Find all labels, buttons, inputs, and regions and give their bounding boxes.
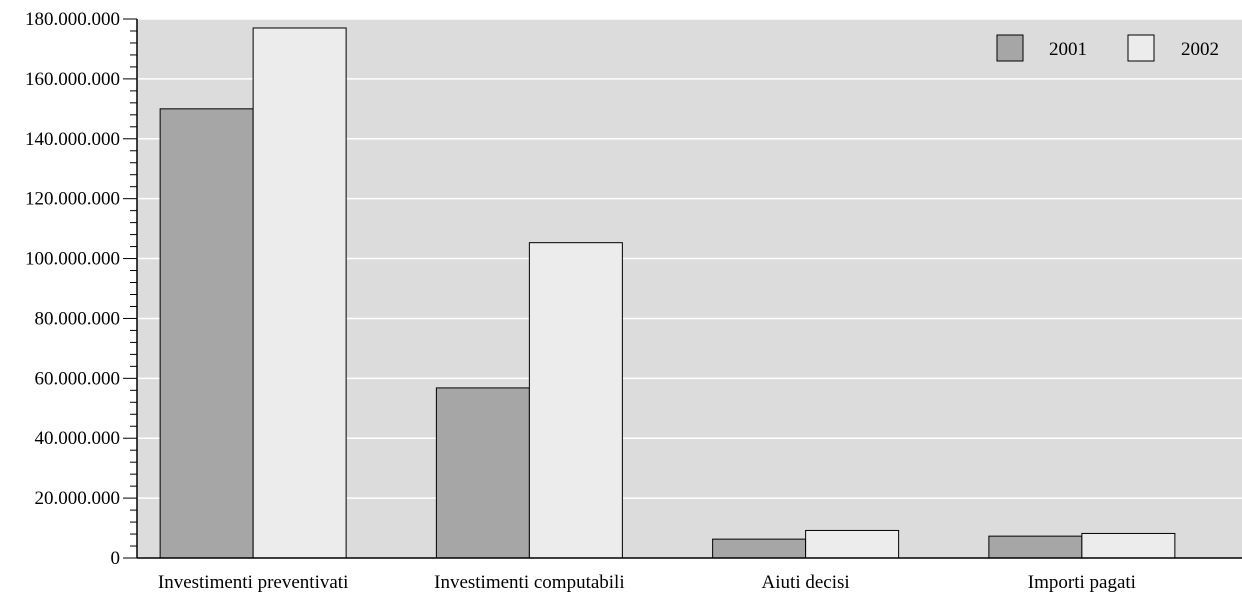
y-tick-label: 140.000.000 xyxy=(25,129,120,150)
legend: 2001 2002 xyxy=(996,34,1219,62)
legend-swatch-2002 xyxy=(1127,34,1155,62)
x-category-label: Investimenti computabili xyxy=(434,572,625,593)
y-tick-label: 60.000.000 xyxy=(35,368,121,389)
x-axis-labels: Investimenti preventivati Investimenti co… xyxy=(158,572,1136,593)
x-category-label: Importi pagati xyxy=(1028,572,1136,593)
bar-2002-4 xyxy=(1081,532,1176,559)
y-tick-label: 20.000.000 xyxy=(35,488,121,509)
y-tick-label: 160.000.000 xyxy=(25,69,120,90)
legend-swatch-2001 xyxy=(996,34,1024,62)
x-category-label: Investimenti preventivati xyxy=(158,572,348,593)
y-axis: 0 20.000.000 40.000.000 60.000.000 80.000.00… xyxy=(25,9,1242,569)
bar-2001-4 xyxy=(988,535,1083,559)
bar-2001-2 xyxy=(435,387,530,559)
y-tick-label: 100.000.000 xyxy=(25,249,120,270)
y-tick-label: 0 xyxy=(111,548,121,569)
bar-2001-1 xyxy=(159,108,254,559)
bar-2002-2 xyxy=(528,242,623,559)
legend-label-2002: 2002 xyxy=(1181,39,1219,60)
y-tick-label: 40.000.000 xyxy=(35,428,121,449)
bar-2002-1 xyxy=(252,27,347,559)
bar-2001-3 xyxy=(712,538,807,559)
y-tick-label: 80.000.000 xyxy=(35,308,121,329)
legend-label-2001: 2001 xyxy=(1049,39,1087,60)
bars xyxy=(159,27,1176,559)
y-tick-label: 120.000.000 xyxy=(25,189,120,210)
y-tick-label: 180.000.000 xyxy=(25,9,120,30)
x-category-label: Aiuti decisi xyxy=(762,572,850,593)
bar-2002-3 xyxy=(805,529,900,559)
